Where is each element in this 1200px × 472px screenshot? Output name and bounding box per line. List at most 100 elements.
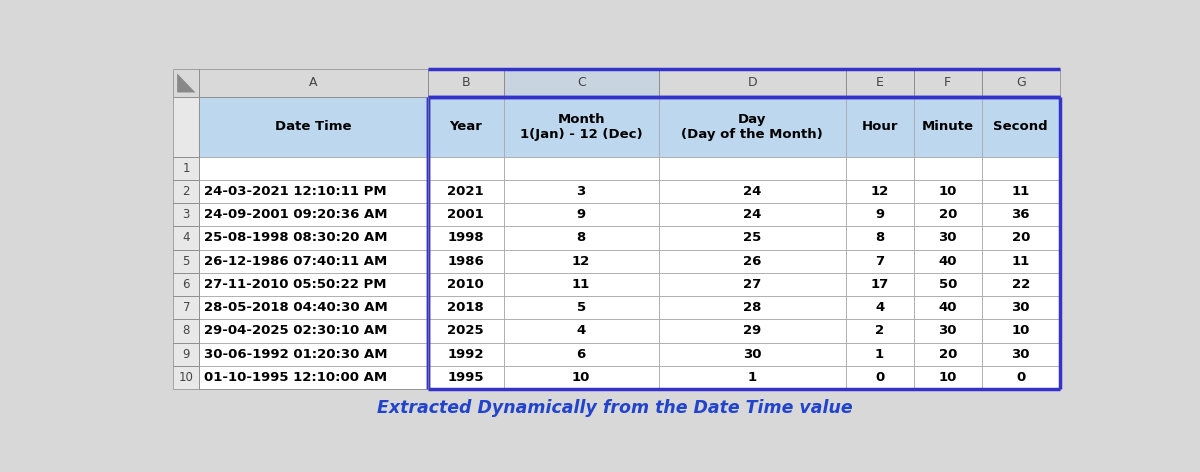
Bar (982, 157, 1060, 180)
Text: 3: 3 (576, 185, 586, 198)
Bar (199, 296, 428, 320)
Bar (504, 366, 659, 389)
Text: B: B (462, 76, 470, 90)
Bar (504, 320, 659, 343)
Text: 28-05-2018 04:40:30 AM: 28-05-2018 04:40:30 AM (204, 301, 388, 314)
Bar (846, 320, 913, 343)
Bar (173, 320, 199, 343)
Bar (428, 366, 504, 389)
Bar (913, 366, 982, 389)
Bar (659, 320, 846, 343)
Text: 9: 9 (875, 208, 884, 221)
Bar (173, 97, 199, 157)
Bar (982, 320, 1060, 343)
Bar (504, 157, 659, 180)
Text: 4: 4 (875, 301, 884, 314)
Bar (428, 320, 504, 343)
Text: 6: 6 (182, 278, 190, 291)
Text: 2: 2 (875, 324, 884, 337)
Text: 1998: 1998 (448, 231, 484, 244)
Bar (504, 250, 659, 273)
Bar (846, 226, 913, 250)
Text: 4: 4 (182, 231, 190, 244)
Text: G: G (1016, 76, 1026, 90)
Text: 27-11-2010 05:50:22 PM: 27-11-2010 05:50:22 PM (204, 278, 386, 291)
Bar (173, 157, 199, 180)
Bar (982, 203, 1060, 226)
Text: 30: 30 (938, 231, 958, 244)
Text: 1: 1 (748, 371, 757, 384)
Text: 2018: 2018 (448, 301, 484, 314)
Text: 20: 20 (1012, 231, 1030, 244)
Bar (428, 97, 504, 157)
Bar (173, 226, 199, 250)
Text: 12: 12 (870, 185, 889, 198)
Bar (913, 157, 982, 180)
Bar (846, 250, 913, 273)
Bar (659, 343, 846, 366)
Text: 24-09-2001 09:20:36 AM: 24-09-2001 09:20:36 AM (204, 208, 388, 221)
Text: 1: 1 (182, 162, 190, 175)
Text: E: E (876, 76, 883, 90)
Bar (504, 273, 659, 296)
Text: D: D (748, 76, 757, 90)
Bar (504, 69, 659, 97)
Text: 30-06-1992 01:20:30 AM: 30-06-1992 01:20:30 AM (204, 348, 388, 361)
Text: 26: 26 (743, 255, 761, 268)
Text: 40: 40 (938, 255, 958, 268)
Bar (504, 296, 659, 320)
Text: 0: 0 (1016, 371, 1025, 384)
Text: 2010: 2010 (448, 278, 484, 291)
Bar (659, 273, 846, 296)
Bar (504, 97, 659, 157)
Bar (846, 366, 913, 389)
Bar (173, 366, 199, 389)
Bar (173, 180, 199, 203)
Bar (428, 343, 504, 366)
Text: 5: 5 (182, 255, 190, 268)
Bar (846, 69, 913, 97)
Text: 3: 3 (182, 208, 190, 221)
Bar (173, 296, 199, 320)
Text: 01-10-1995 12:10:00 AM: 01-10-1995 12:10:00 AM (204, 371, 388, 384)
Bar (428, 296, 504, 320)
Bar (428, 273, 504, 296)
Text: 17: 17 (870, 278, 889, 291)
Bar (199, 203, 428, 226)
Bar (913, 203, 982, 226)
Bar (659, 296, 846, 320)
Bar (504, 343, 659, 366)
Text: 0: 0 (875, 371, 884, 384)
Bar (982, 180, 1060, 203)
Bar (913, 250, 982, 273)
Text: Second: Second (994, 120, 1048, 134)
Text: 1: 1 (875, 348, 884, 361)
Text: 11: 11 (1012, 255, 1030, 268)
Bar (428, 69, 504, 97)
Bar (913, 97, 982, 157)
Bar (173, 250, 199, 273)
Bar (199, 69, 428, 97)
Bar (659, 180, 846, 203)
Text: 10: 10 (938, 185, 956, 198)
Bar (504, 180, 659, 203)
Bar (199, 226, 428, 250)
Text: 24: 24 (743, 185, 761, 198)
Bar (913, 226, 982, 250)
Bar (913, 69, 982, 97)
Text: 20: 20 (938, 208, 956, 221)
Text: 7: 7 (875, 255, 884, 268)
Bar (659, 69, 846, 97)
Bar (913, 296, 982, 320)
Text: Year: Year (449, 120, 482, 134)
Bar (199, 157, 428, 180)
Bar (199, 97, 428, 157)
Bar (913, 180, 982, 203)
Text: 1995: 1995 (448, 371, 484, 384)
Bar (659, 203, 846, 226)
Bar (982, 273, 1060, 296)
Bar (982, 296, 1060, 320)
Bar (659, 250, 846, 273)
Bar (846, 343, 913, 366)
Text: 24: 24 (743, 208, 761, 221)
